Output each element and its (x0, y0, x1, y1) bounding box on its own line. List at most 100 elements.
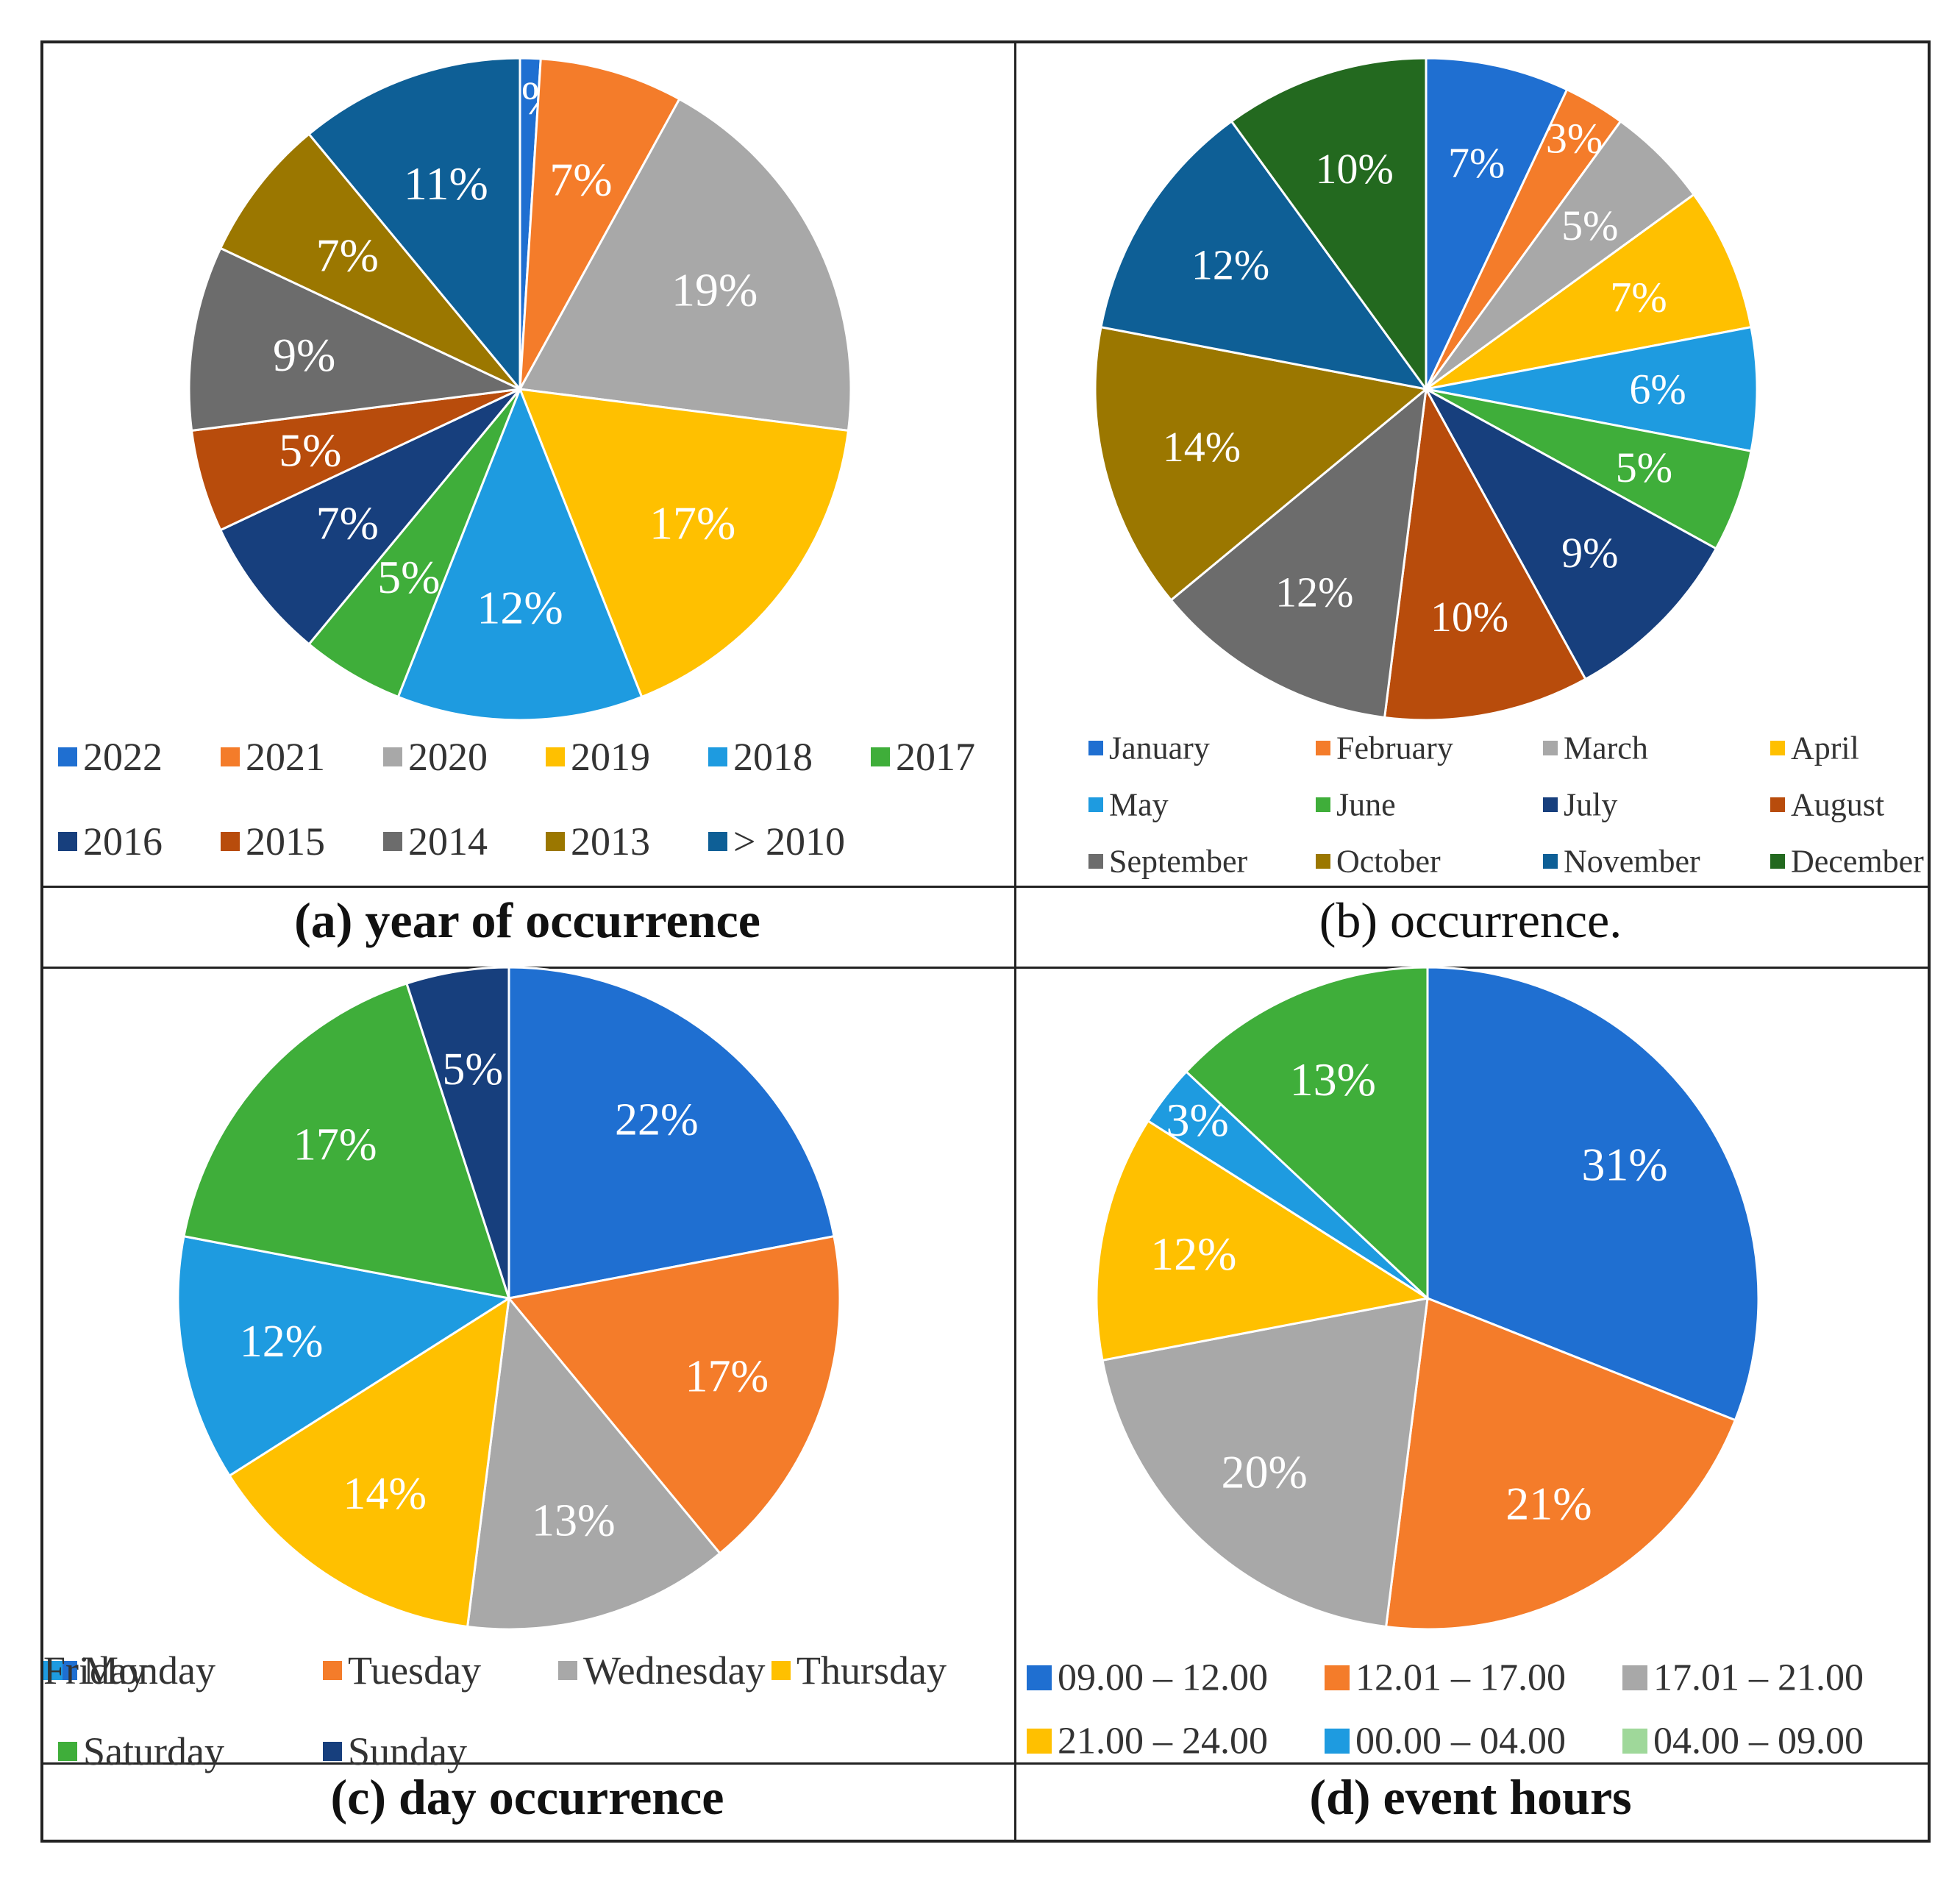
pie-slice-2019 (518, 388, 850, 699)
legend-swatch (58, 1742, 77, 1761)
pie-slice-21-00-24-00 (1095, 1119, 1431, 1362)
pie-slice-october (1094, 325, 1429, 602)
data-label: 7% (1448, 139, 1505, 187)
legend-label: 09.00 – 12.00 (1058, 1657, 1268, 1699)
legend-label: Sunday (348, 1729, 467, 1773)
pie-slice-july (1423, 386, 1718, 681)
panel-c: 22% 17% 13% 14% 12% 17% 5% Monday Tuesday Wednesd… (43, 966, 1011, 1773)
data-label: 12% (1191, 241, 1269, 289)
data-label: 17% (649, 497, 735, 549)
pie-slice-2013 (218, 132, 521, 391)
data-label: 19% (671, 264, 758, 316)
pie-slice-thursday (227, 1296, 510, 1629)
pie-slice-04-00-09-00 (1184, 966, 1429, 1301)
data-label: 7% (316, 229, 379, 281)
legend-label: October (1336, 844, 1441, 880)
data-label: 12% (1150, 1228, 1236, 1280)
data-label: 7% (1610, 273, 1667, 321)
legend-swatch (221, 747, 240, 766)
legend-swatch (323, 1661, 342, 1680)
legend-label: 21.00 – 24.00 (1058, 1720, 1268, 1762)
data-label: 9% (1561, 529, 1618, 577)
legend-label: 2018 (733, 735, 813, 779)
pie-slice-sunday (405, 966, 510, 1299)
pie-chart-a: 1%7%19%17%12%5%7%5%9%7%11%2022 2021 2020 20… (58, 57, 975, 864)
vertical-divider (1014, 43, 1016, 1840)
legend-label: 04.00 – 09.00 (1653, 1720, 1864, 1762)
pie-slice-september (1169, 386, 1428, 719)
data-label: 13% (1290, 1053, 1376, 1106)
legend-label: September (1109, 844, 1248, 880)
legend-swatch (1316, 854, 1330, 869)
data-label: 17% (685, 1352, 769, 1402)
legend-swatch (1088, 854, 1103, 869)
data-label: 11% (404, 157, 488, 210)
legend-swatch (1088, 741, 1103, 755)
pie-slice-2020 (518, 97, 852, 433)
legend-label: 2014 (408, 819, 488, 864)
pie-slice-tuesday (507, 1234, 841, 1555)
data-label: 10% (1430, 593, 1508, 641)
legend-swatch (1027, 1665, 1052, 1690)
legend-label: January (1109, 730, 1210, 766)
legend-swatch (1770, 797, 1785, 812)
data-label: 5% (1616, 444, 1672, 491)
legend-swatch (1770, 741, 1785, 755)
legend-label: 2015 (246, 819, 325, 864)
panel-b: 7% 3% 5% 7% 6% 5% 9% 10% 12% 14% 12% 10% January Febr… (1013, 43, 1928, 883)
pie-chart-b: 7% 3% 5% 7% 6% 5% 9% 10% 12% 14% 12% 10% January Febr… (1088, 57, 1924, 880)
pie-slice-may (1425, 325, 1758, 453)
data-label: 14% (1163, 423, 1241, 471)
legend-label: Thursday (797, 1648, 947, 1693)
legend-swatch (383, 747, 402, 766)
data-label: 20% (1222, 1446, 1308, 1498)
legend-label: March (1564, 730, 1648, 766)
panel-a: 1% 7% 19% 17% 12% 5% 7% 5% 9% 7% 11% 2022 2021 2020 20… (43, 43, 1011, 883)
legend-label: 12.01 – 17.00 (1355, 1657, 1566, 1699)
row-divider (43, 967, 1928, 969)
legend-swatch (1325, 1729, 1350, 1754)
legend-swatch (708, 747, 727, 766)
data-label: 12% (477, 582, 563, 634)
legend-label: 2016 (83, 819, 163, 864)
pie-slice-2018 (396, 385, 644, 722)
legend-label: 00.00 – 04.00 (1355, 1720, 1566, 1762)
legend-label: Monday (83, 1648, 215, 1693)
legend-swatch (1325, 1665, 1350, 1690)
legend-label: April (1791, 730, 1859, 766)
pie-slice-wednesday (466, 1295, 721, 1631)
pie-slice--2010 (307, 57, 521, 393)
data-label: 31% (1581, 1138, 1667, 1190)
legend-label: 2013 (571, 819, 650, 864)
legend-swatch (1543, 797, 1558, 812)
legend-swatch (43, 1661, 63, 1680)
legend-swatch (708, 832, 727, 851)
data-label: 21% (1505, 1477, 1592, 1529)
legend-label: December (1791, 844, 1924, 880)
legend-label: February (1336, 730, 1453, 766)
data-label: 6% (1629, 366, 1686, 413)
legend-label: June (1336, 787, 1396, 823)
pie-slice-12-01-17-00 (1384, 1296, 1737, 1631)
legend-swatch (1088, 797, 1103, 812)
data-label: 3% (1546, 115, 1603, 163)
legend-swatch (323, 1742, 342, 1761)
pie-slice-november (1100, 119, 1429, 391)
pie-slice-april (1425, 193, 1753, 391)
data-label: 13% (532, 1495, 616, 1545)
pie-slice-09-00-12-00 (1426, 966, 1760, 1422)
panel-d: 31% 21% 20% 12% 3% 13% 09.00 – 12.00 12.01 – 17… (1013, 966, 1928, 1762)
legend-swatch (1770, 854, 1785, 869)
legend-label: 2022 (83, 735, 163, 779)
legend-label: 2017 (896, 735, 975, 779)
pie-slice-saturday (182, 982, 511, 1300)
legend-swatch (1027, 1729, 1052, 1754)
legend-swatch (1316, 797, 1330, 812)
legend-label: 17.01 – 21.00 (1653, 1657, 1864, 1699)
caption-divider-top-c (43, 1762, 1928, 1765)
legend-swatch (1543, 854, 1558, 869)
pie-slice-august (1383, 385, 1587, 722)
legend-swatch (383, 832, 402, 851)
data-label: 5% (442, 1045, 503, 1095)
pie-slice-december (1230, 57, 1428, 393)
